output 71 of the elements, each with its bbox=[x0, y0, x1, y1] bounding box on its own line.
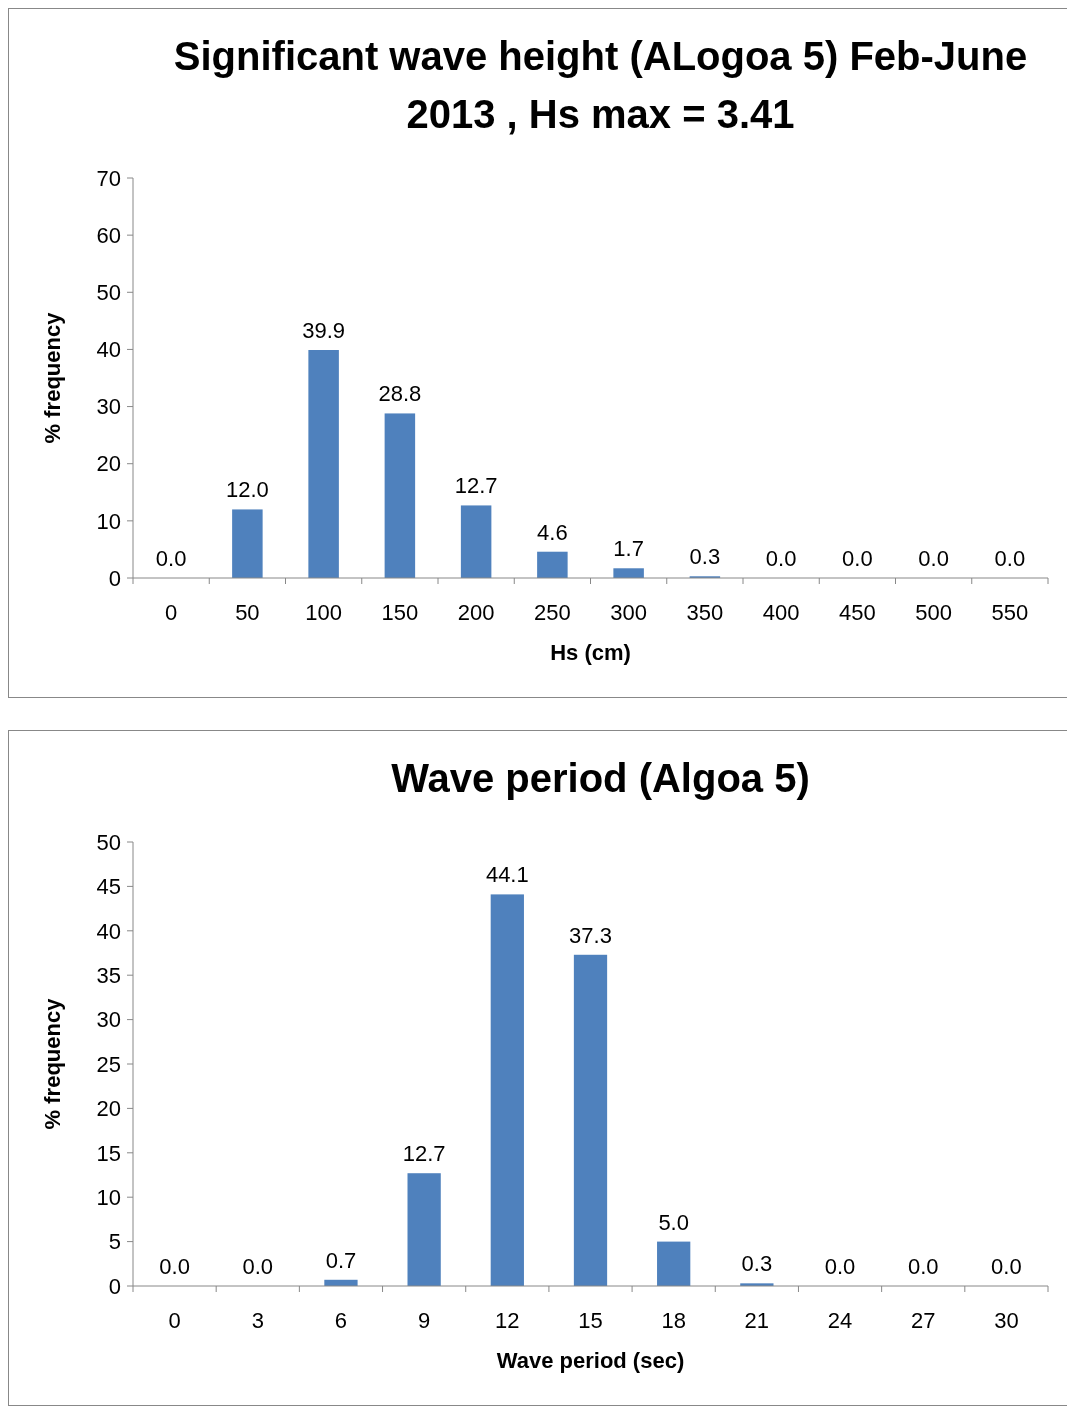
data-label: 0.7 bbox=[325, 1247, 357, 1273]
x-axis-title: Wave period (sec) bbox=[496, 1348, 685, 1373]
data-label: 0.0 bbox=[842, 546, 873, 571]
data-label: 0.0 bbox=[765, 546, 797, 571]
x-tick-label: 350 bbox=[686, 600, 724, 625]
data-label: 0.0 bbox=[824, 1254, 856, 1279]
x-tick-label: 24 bbox=[827, 1308, 853, 1333]
x-tick-label: 50 bbox=[235, 600, 260, 625]
x-tick-label: 0 bbox=[165, 600, 178, 625]
y-tick-label: 25 bbox=[96, 1051, 121, 1077]
data-label: 28.8 bbox=[378, 381, 422, 407]
y-tick-label: 30 bbox=[96, 394, 121, 420]
x-tick-label: 500 bbox=[915, 600, 952, 625]
x-tick-label: 27 bbox=[910, 1308, 936, 1333]
data-label: 0.0 bbox=[918, 546, 949, 571]
y-tick-label: 50 bbox=[96, 829, 121, 855]
data-label: 12.0 bbox=[225, 477, 269, 503]
x-tick-label: 550 bbox=[991, 600, 1029, 625]
data-label: 0.0 bbox=[242, 1254, 274, 1279]
x-tick-label: 30 bbox=[994, 1308, 1019, 1333]
data-label: 37.3 bbox=[569, 922, 612, 948]
y-axis-title: % frequency bbox=[40, 997, 65, 1130]
data-label: 0.0 bbox=[907, 1254, 939, 1279]
data-label: 0.3 bbox=[689, 544, 721, 570]
data-label: 0.0 bbox=[155, 546, 187, 571]
data-label: 12.7 bbox=[402, 1141, 446, 1167]
x-tick-label: 21 bbox=[744, 1308, 770, 1333]
y-axis-title: % frequency bbox=[40, 311, 65, 444]
data-label: 1.7 bbox=[613, 536, 644, 562]
data-label: 44.1 bbox=[485, 862, 529, 888]
data-label: 0.0 bbox=[994, 546, 1026, 571]
y-tick-label: 15 bbox=[96, 1140, 121, 1166]
x-tick-label: 15 bbox=[578, 1308, 603, 1333]
y-tick-label: 0 bbox=[108, 565, 121, 591]
x-tick-label: 0 bbox=[168, 1308, 181, 1333]
chart-title: Wave period (Algoa 5) bbox=[391, 756, 810, 800]
y-tick-label: 60 bbox=[96, 222, 121, 248]
y-tick-label: 30 bbox=[96, 1007, 121, 1033]
data-label: 0.0 bbox=[159, 1254, 190, 1279]
y-tick-label: 5 bbox=[108, 1229, 121, 1255]
x-tick-label: 300 bbox=[610, 600, 647, 625]
y-tick-label: 20 bbox=[96, 451, 121, 477]
y-tick-label: 35 bbox=[96, 962, 121, 988]
x-tick-label: 250 bbox=[534, 600, 571, 625]
y-tick-label: 70 bbox=[96, 165, 121, 191]
x-tick-label: 450 bbox=[839, 600, 876, 625]
y-tick-label: 40 bbox=[96, 337, 121, 363]
y-tick-label: 50 bbox=[96, 279, 121, 305]
data-label: 4.6 bbox=[537, 519, 568, 545]
x-tick-label: 200 bbox=[457, 600, 495, 625]
y-tick-label: 10 bbox=[96, 1184, 121, 1210]
x-tick-label: 400 bbox=[762, 600, 800, 625]
y-tick-label: 10 bbox=[96, 508, 121, 534]
data-label: 12.7 bbox=[454, 473, 498, 499]
data-label: 0.0 bbox=[991, 1254, 1022, 1279]
x-tick-label: 12 bbox=[495, 1308, 520, 1333]
chart-title: Significant wave height (ALogoa 5) Feb-June 2013 , Hs max = 3.41 bbox=[173, 34, 1028, 136]
x-axis-title: Hs (cm) bbox=[550, 640, 631, 665]
y-tick-label: 45 bbox=[96, 874, 121, 900]
y-tick-label: 0 bbox=[108, 1273, 121, 1299]
x-tick-label: 18 bbox=[661, 1308, 686, 1333]
x-tick-label: 150 bbox=[381, 600, 419, 625]
x-tick-label: 100 bbox=[305, 600, 342, 625]
data-label: 0.3 bbox=[741, 1251, 773, 1277]
data-label: 5.0 bbox=[658, 1209, 689, 1235]
x-tick-label: 3 bbox=[251, 1308, 264, 1333]
y-tick-label: 20 bbox=[96, 1096, 121, 1122]
x-tick-label: 6 bbox=[334, 1308, 348, 1333]
x-tick-label: 9 bbox=[418, 1308, 431, 1333]
data-label: 39.9 bbox=[302, 318, 346, 343]
y-tick-label: 40 bbox=[96, 918, 121, 944]
